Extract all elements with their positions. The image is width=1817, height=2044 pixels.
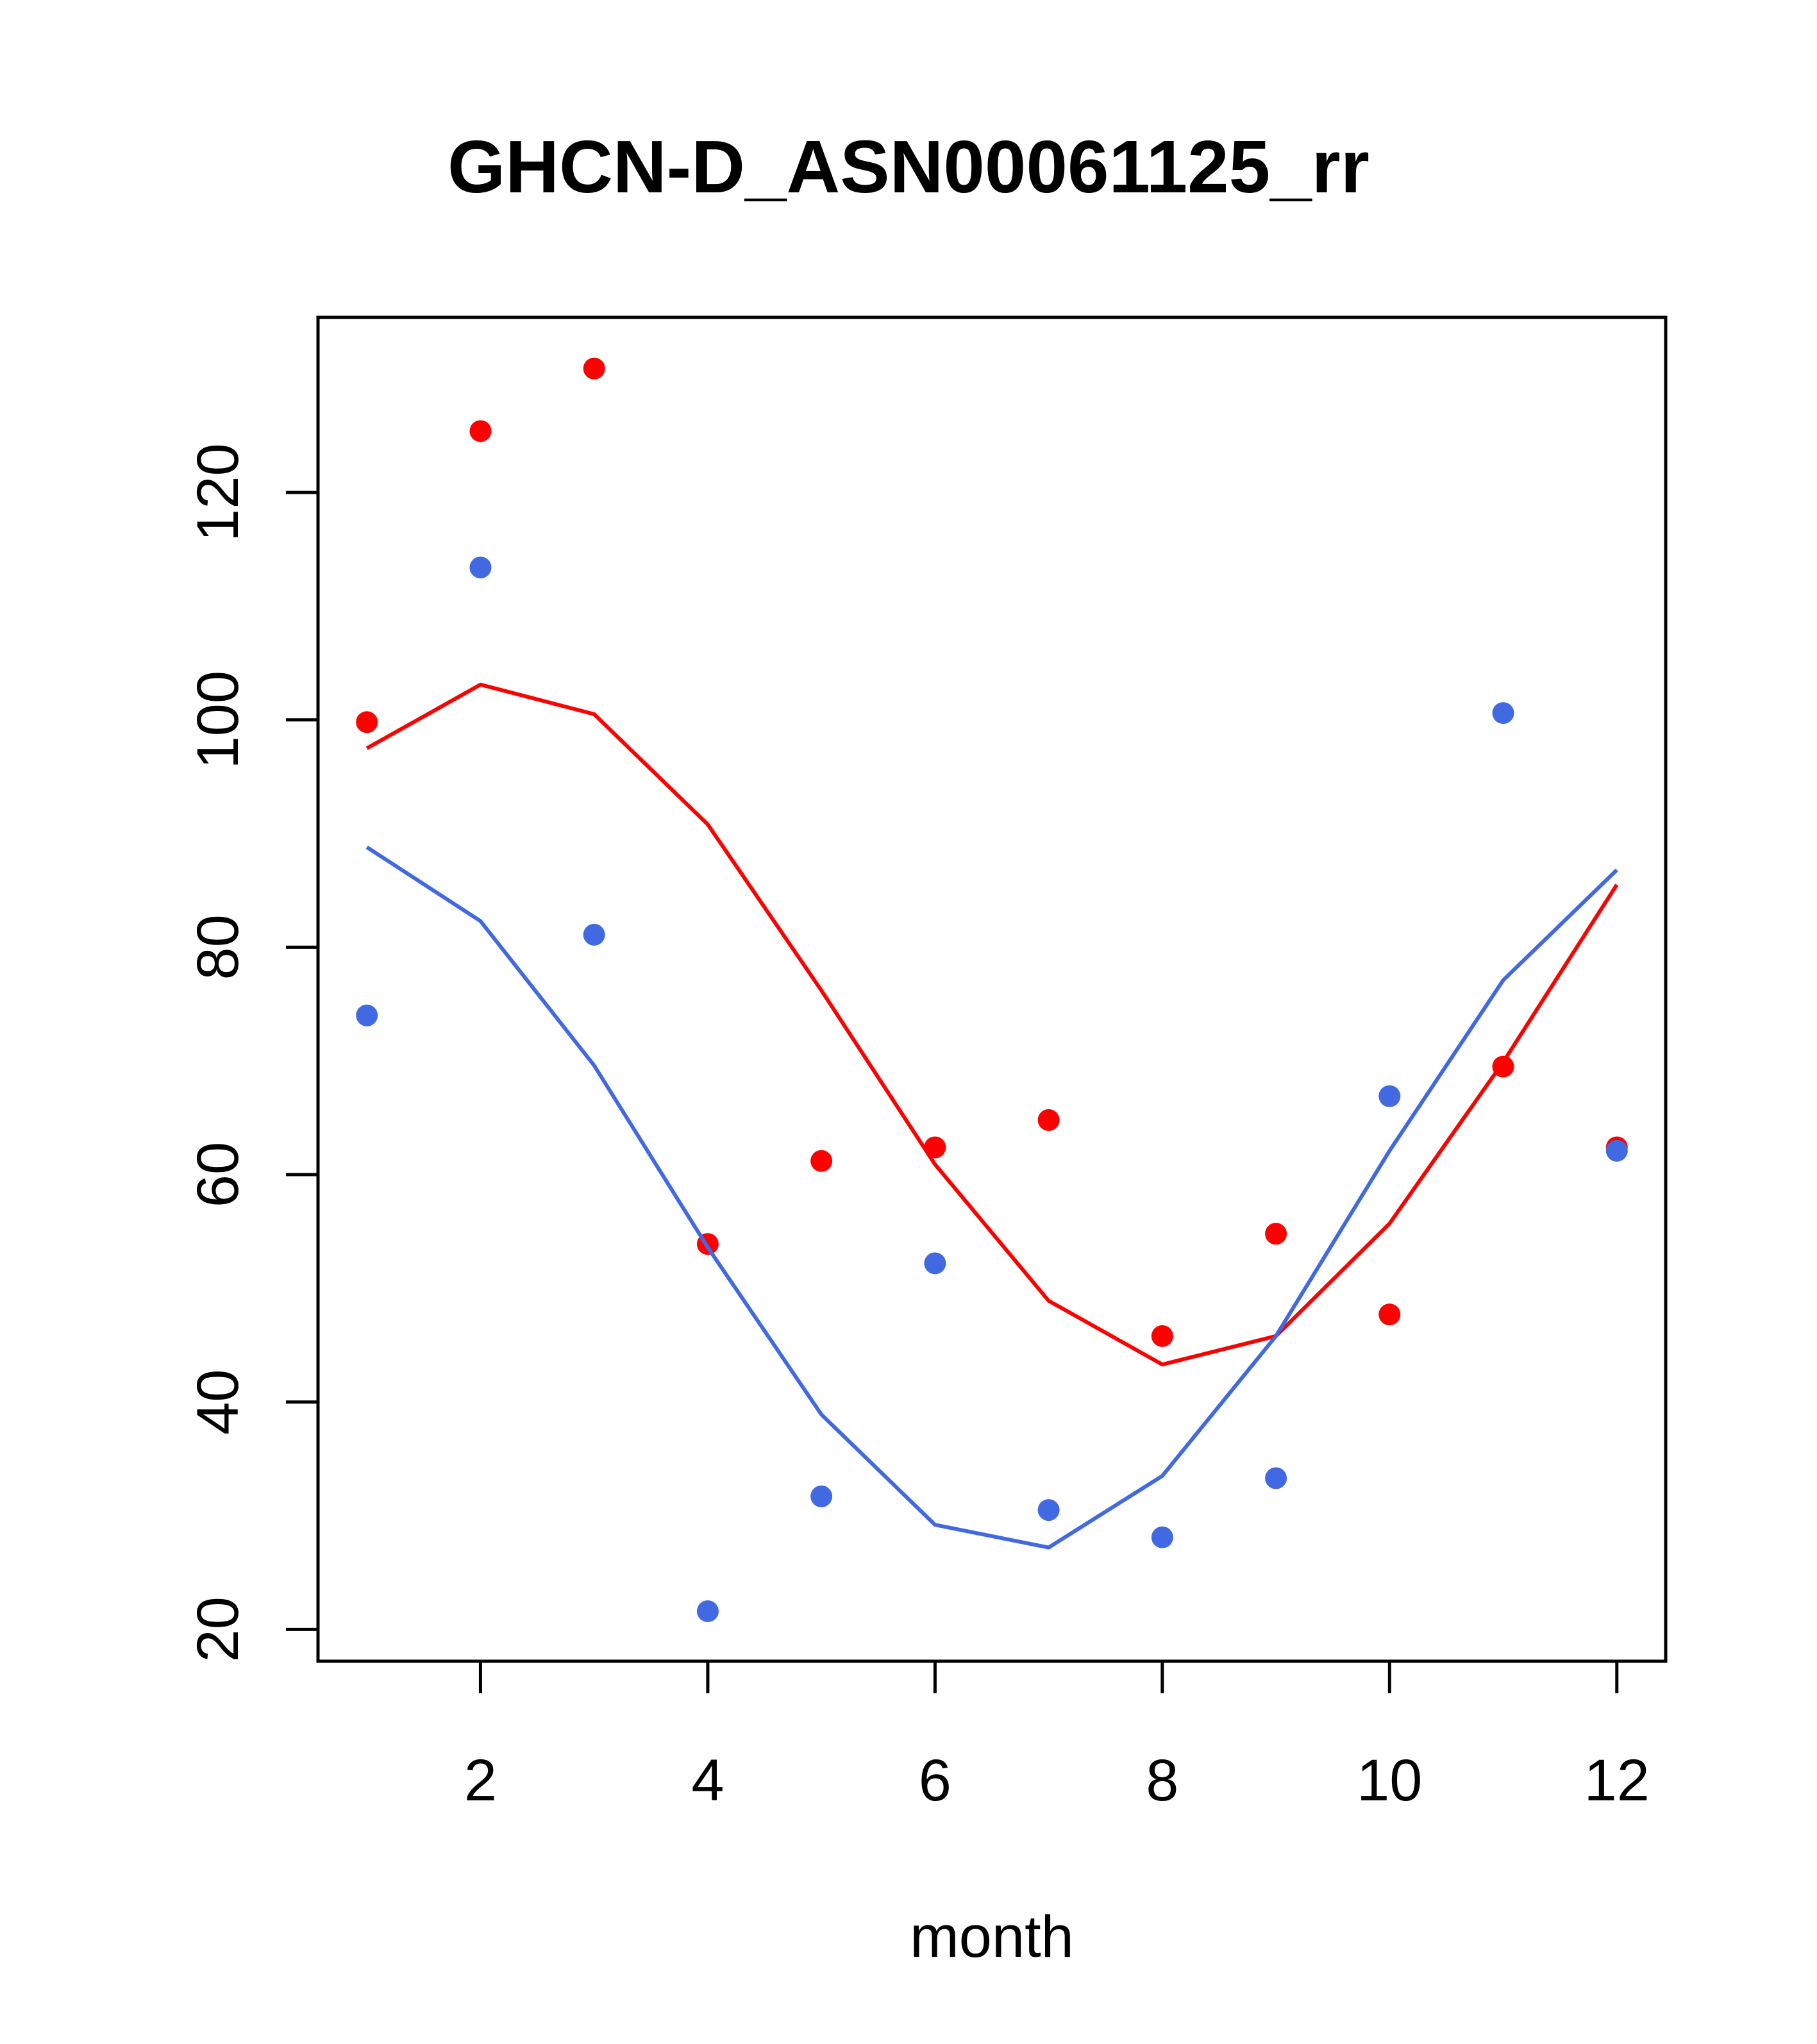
data-point — [696, 1600, 719, 1622]
data-point — [1605, 1139, 1628, 1162]
chart-title: GHCN-D_ASN00061125_rr — [448, 125, 1369, 208]
data-point — [924, 1252, 946, 1275]
y-axis: 20 40 60 80 100 120 — [185, 443, 320, 1663]
y-tick-label: 20 — [185, 1596, 251, 1662]
data-point — [583, 923, 605, 946]
x-tick-label: 8 — [1146, 1748, 1178, 1813]
series-1 — [356, 557, 1628, 1622]
data-point — [469, 557, 492, 579]
x-tick-label: 2 — [464, 1748, 497, 1813]
plot-frame — [316, 315, 1668, 1663]
x-tick-label: 4 — [691, 1748, 724, 1813]
series-0 — [356, 357, 1628, 1367]
data-point — [1037, 1499, 1060, 1521]
y-tick-label: 100 — [185, 671, 251, 769]
y-tick-label: 80 — [185, 914, 251, 980]
data-point — [469, 420, 492, 442]
y-tick-label: 40 — [185, 1370, 251, 1435]
series-line — [365, 682, 1619, 1367]
x-axis-label: month — [910, 1904, 1074, 1970]
data-point — [1151, 1526, 1173, 1548]
data-point — [1378, 1085, 1401, 1107]
data-point — [924, 1136, 946, 1159]
data-point — [356, 711, 378, 733]
data-point — [583, 357, 605, 380]
x-tick-label: 10 — [1357, 1748, 1422, 1813]
x-tick-label: 12 — [1584, 1748, 1650, 1813]
data-point — [1151, 1325, 1173, 1347]
data-point — [1492, 1055, 1514, 1078]
data-point — [1378, 1303, 1401, 1326]
data-point — [810, 1150, 833, 1172]
data-point — [810, 1485, 833, 1507]
data-point — [1492, 702, 1514, 725]
series-group — [356, 357, 1628, 1622]
x-tick-label: 6 — [919, 1748, 951, 1813]
series-line — [365, 845, 1618, 1550]
y-tick-label: 120 — [185, 443, 251, 542]
data-point — [356, 1004, 378, 1026]
data-point — [1265, 1467, 1287, 1489]
data-point — [1265, 1223, 1287, 1245]
x-axis: 2 4 6 8 10 12 — [464, 1659, 1650, 1813]
data-point — [1037, 1109, 1060, 1131]
y-tick-label: 60 — [185, 1142, 251, 1207]
